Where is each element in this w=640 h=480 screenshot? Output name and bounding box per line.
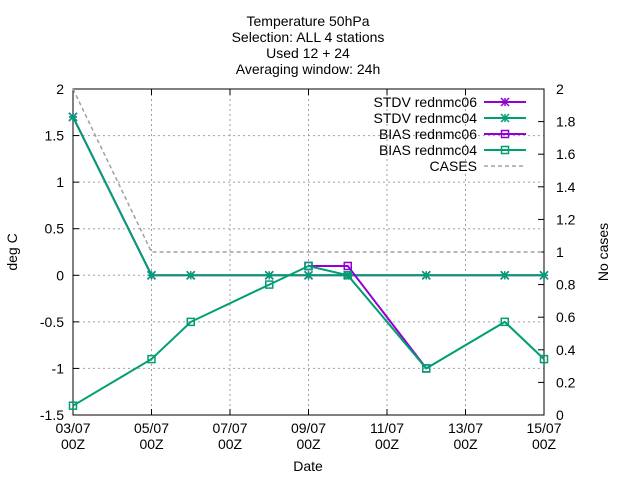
legend-label: STDV rednmc04 bbox=[374, 110, 478, 126]
data-point bbox=[186, 270, 196, 280]
legend-entry: BIAS rednmc04 bbox=[379, 142, 526, 158]
title-line: Used 12 + 24 bbox=[266, 45, 350, 61]
x-tick-label: 00Z bbox=[61, 436, 86, 452]
data-point bbox=[146, 270, 157, 280]
y-tick-label: -0.5 bbox=[40, 314, 64, 330]
series-bias-rednmc04 bbox=[68, 261, 549, 410]
legend-entry: STDV rednmc06 bbox=[374, 94, 526, 110]
legend-label: BIAS rednmc04 bbox=[379, 142, 477, 158]
y2-tick-label: 0.8 bbox=[556, 277, 576, 293]
legend-label: STDV rednmc06 bbox=[374, 94, 478, 110]
x-tick-label: 00Z bbox=[296, 436, 321, 452]
x-tick-label: 15/07 bbox=[526, 420, 561, 436]
data-point bbox=[265, 280, 274, 289]
data-point bbox=[186, 317, 195, 327]
legend-entry: BIAS rednmc06 bbox=[379, 126, 526, 142]
y2-tick-label: 0.4 bbox=[556, 342, 576, 358]
y-tick-label: 0 bbox=[56, 267, 64, 283]
legend-label: BIAS rednmc06 bbox=[379, 126, 477, 142]
y-tick-label: -1.5 bbox=[40, 407, 64, 423]
data-point bbox=[304, 261, 313, 271]
legend-entry: STDV rednmc04 bbox=[374, 110, 526, 126]
data-point bbox=[343, 261, 352, 271]
series-line bbox=[72, 264, 545, 407]
y2-tick-label: 2 bbox=[556, 81, 564, 97]
data-point bbox=[68, 401, 78, 410]
legend-entry: CASES bbox=[430, 158, 526, 174]
x-axis-label: Date bbox=[293, 458, 323, 474]
y-tick-label: 2 bbox=[56, 81, 64, 97]
y-axis-label: deg C bbox=[4, 233, 20, 270]
y-tick-label: 1.5 bbox=[45, 128, 65, 144]
x-tick-label: 09/07 bbox=[291, 420, 326, 436]
x-tick-label: 05/07 bbox=[134, 420, 169, 436]
x-tick-label: 11/07 bbox=[370, 420, 404, 436]
title-line: Averaging window: 24h bbox=[236, 61, 381, 77]
data-point bbox=[500, 97, 510, 107]
y2-tick-label: 1 bbox=[556, 244, 564, 260]
y2-tick-label: 1.2 bbox=[556, 211, 576, 227]
y-tick-label: -1 bbox=[52, 360, 65, 376]
data-point bbox=[500, 270, 510, 280]
y2-tick-label: 0.6 bbox=[556, 309, 576, 325]
y2-tick-label: 1.6 bbox=[556, 146, 576, 162]
data-point bbox=[422, 364, 431, 373]
title-line: Selection: ALL 4 stations bbox=[232, 29, 385, 45]
series-line bbox=[72, 88, 544, 253]
data-point bbox=[264, 270, 274, 280]
data-point bbox=[500, 129, 510, 139]
y2-tick-label: 0.2 bbox=[556, 374, 576, 390]
data-point bbox=[500, 113, 510, 123]
axis-ticks: 03/0700Z05/0700Z07/0700Z09/0700Z11/0700Z… bbox=[40, 81, 576, 452]
series-bias-rednmc06 bbox=[304, 261, 431, 373]
data-point bbox=[147, 354, 156, 364]
data-point bbox=[421, 270, 431, 280]
series-lines bbox=[68, 88, 549, 410]
x-tick-label: 03/07 bbox=[55, 420, 90, 436]
data-point bbox=[539, 270, 549, 280]
data-point bbox=[303, 270, 314, 280]
y2-axis-label: No cases bbox=[595, 223, 611, 281]
series-line bbox=[308, 265, 428, 370]
y-tick-label: 0.5 bbox=[45, 221, 65, 237]
y-tick-label: 1 bbox=[56, 174, 64, 190]
y2-tick-label: 0 bbox=[556, 407, 564, 423]
y2-tick-label: 1.4 bbox=[556, 179, 576, 195]
legend-label: CASES bbox=[430, 158, 477, 174]
x-tick-label: 13/07 bbox=[448, 420, 483, 436]
data-point bbox=[500, 145, 510, 155]
data-point bbox=[68, 112, 78, 122]
x-tick-label: 00Z bbox=[532, 436, 557, 452]
x-tick-label: 00Z bbox=[218, 436, 243, 452]
x-tick-label: 00Z bbox=[453, 436, 478, 452]
y2-tick-label: 1.8 bbox=[556, 114, 576, 130]
x-tick-label: 00Z bbox=[139, 436, 164, 452]
data-point bbox=[343, 271, 352, 280]
x-tick-label: 00Z bbox=[375, 436, 400, 452]
data-point bbox=[539, 354, 549, 364]
title-line: Temperature 50hPa bbox=[247, 13, 370, 29]
x-tick-label: 07/07 bbox=[212, 420, 247, 436]
data-point bbox=[500, 317, 509, 327]
series-cases bbox=[72, 88, 544, 253]
